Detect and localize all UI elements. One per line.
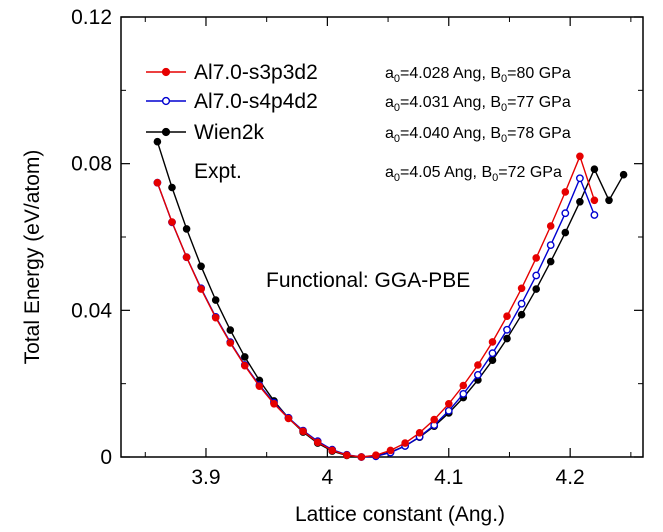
- legend-entry: Al7.0-s4p4d2 a0=4.031 Ang, B0=77 GPa: [146, 90, 571, 114]
- data-point: [430, 415, 439, 424]
- data-point: [576, 198, 584, 206]
- series-layer: [153, 137, 628, 461]
- data-point: [532, 285, 541, 293]
- data-point: [619, 170, 628, 179]
- data-point: [168, 218, 176, 226]
- legend-label: Al7.0-s4p4d2: [194, 90, 318, 113]
- data-point: [561, 228, 570, 237]
- y-tick-label: 0: [100, 446, 112, 469]
- data-point: [284, 414, 293, 423]
- data-point: [503, 334, 511, 343]
- data-point: [488, 356, 497, 365]
- data-point: [488, 338, 497, 346]
- data-point: [503, 312, 511, 321]
- data-point: [576, 152, 584, 161]
- data-point: [211, 296, 220, 304]
- data-point: [517, 284, 526, 293]
- data-point: [590, 165, 599, 173]
- series-wien2k: [153, 137, 628, 461]
- data-point: [211, 313, 220, 322]
- data-point: [561, 188, 570, 196]
- data-point: [357, 453, 366, 461]
- data-point: [459, 381, 468, 390]
- legend-label: Al7.0-s3p3d2: [194, 61, 318, 84]
- data-point: [532, 254, 541, 262]
- data-point: [517, 299, 526, 308]
- legend-params: a0=4.05 Ang, B0=72 GPa: [385, 164, 562, 184]
- data-point: [532, 271, 541, 280]
- data-point: [503, 325, 511, 334]
- legend-marker: [161, 67, 171, 77]
- data-point: [255, 382, 264, 391]
- legend-params: a0=4.031 Ang, B0=77 GPa: [385, 94, 571, 114]
- legend-entry: Al7.0-s3p3d2 a0=4.028 Ang, B0=80 GPa: [146, 61, 571, 85]
- legend-label: Wien2k: [194, 121, 265, 144]
- legend-marker: [161, 96, 171, 106]
- x-tick-label: 4: [322, 466, 334, 489]
- data-point: [226, 339, 235, 347]
- series-line: [156, 154, 596, 458]
- data-point: [153, 137, 162, 146]
- legend-entry: Wien2k a0=4.040 Ang, B0=78 GPa: [146, 121, 571, 145]
- x-axis: 3.9 4 4.1 4.2: [144, 17, 632, 489]
- data-point: [226, 326, 235, 334]
- legend: Al7.0-s3p3d2 a0=4.028 Ang, B0=80 GPaAl7.0…: [146, 61, 571, 184]
- x-tick-label: 3.9: [191, 466, 220, 489]
- y-axis-title: Total Energy (eV/atom): [21, 150, 44, 365]
- data-point: [197, 285, 205, 293]
- functional-annotation: Functional: GGA-PBE: [266, 269, 470, 292]
- data-point: [270, 400, 278, 408]
- data-point: [590, 196, 599, 205]
- data-point: [561, 209, 570, 218]
- series-al7-0-s3p3d2: [153, 152, 599, 461]
- legend-label: Expt.: [194, 160, 242, 183]
- legend-entry: Expt. a0=4.05 Ang, B0=72 GPa: [194, 160, 562, 184]
- data-point: [241, 353, 249, 361]
- data-point: [546, 222, 555, 230]
- data-point: [576, 174, 584, 183]
- data-point: [459, 389, 468, 398]
- y-tick-label: 0.04: [71, 299, 112, 322]
- data-point: [343, 451, 351, 460]
- data-point: [182, 253, 191, 262]
- data-point: [401, 439, 409, 447]
- data-point: [517, 310, 526, 319]
- data-point: [153, 178, 162, 187]
- data-point: [605, 196, 613, 205]
- data-point: [590, 211, 599, 219]
- series-line: [156, 176, 596, 458]
- legend-params: a0=4.028 Ang, B0=80 GPa: [385, 65, 571, 85]
- data-point: [197, 262, 205, 271]
- data-point: [415, 429, 424, 437]
- legend-marker: [161, 127, 171, 137]
- data-point: [241, 361, 249, 370]
- data-point: [546, 241, 555, 250]
- x-tick-label: 4.2: [556, 466, 585, 489]
- data-point: [313, 438, 322, 447]
- y-axis: 0 0.04 0.08 0.12: [71, 6, 643, 469]
- y-tick-label: 0.12: [71, 6, 112, 29]
- data-point: [168, 183, 176, 192]
- x-tick-label: 4.1: [434, 466, 463, 489]
- data-point: [444, 406, 453, 415]
- series-line: [156, 141, 625, 458]
- data-point: [299, 427, 307, 436]
- data-point: [328, 446, 337, 455]
- data-point: [372, 451, 380, 460]
- data-point: [474, 361, 482, 369]
- data-point: [182, 225, 191, 233]
- data-point: [386, 446, 395, 455]
- legend-params: a0=4.040 Ang, B0=78 GPa: [385, 125, 571, 145]
- series-al7-0-s4p4d2: [153, 174, 599, 461]
- data-point: [488, 349, 497, 358]
- data-point: [546, 257, 555, 266]
- y-tick-label: 0.08: [71, 153, 112, 176]
- data-point: [445, 400, 453, 408]
- data-point: [473, 370, 482, 379]
- x-axis-title: Lattice constant (Ang.): [295, 503, 505, 526]
